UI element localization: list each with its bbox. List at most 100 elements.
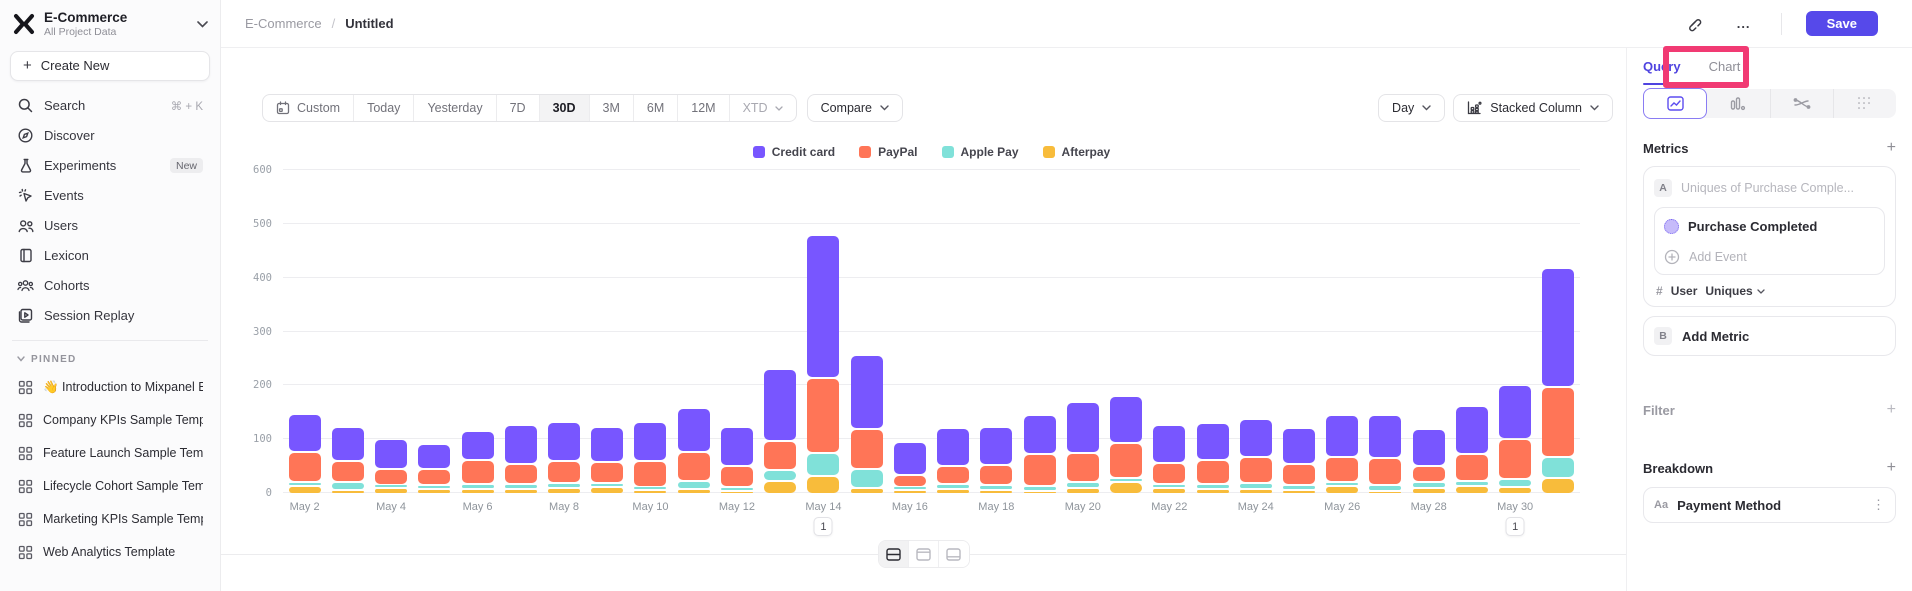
bar-segment-paypal[interactable] — [1542, 388, 1575, 457]
bar-segment-credit-card[interactable] — [1369, 415, 1402, 457]
bar-segment-credit-card[interactable] — [1153, 425, 1186, 462]
bar-segment-credit-card[interactable] — [288, 415, 321, 451]
bar-segment-apple-pay[interactable] — [1023, 486, 1056, 491]
bar-segment-afterpay[interactable] — [548, 488, 581, 493]
bar-segment-afterpay[interactable] — [807, 477, 840, 493]
bar-segment-afterpay[interactable] — [1023, 491, 1056, 493]
bar-segment-credit-card[interactable] — [1110, 397, 1143, 442]
compare-button[interactable]: Compare — [806, 94, 903, 122]
bar-may-6[interactable] — [456, 170, 499, 493]
bar-segment-paypal[interactable] — [677, 453, 710, 480]
bar-may-9[interactable] — [586, 170, 629, 493]
project-switcher[interactable]: E-Commerce All Project Data — [10, 8, 210, 49]
bar-segment-afterpay[interactable] — [461, 489, 494, 493]
bar-segment-afterpay[interactable] — [764, 481, 797, 493]
bar-segment-apple-pay[interactable] — [720, 488, 753, 491]
event-row[interactable]: Purchase Completed — [1664, 214, 1875, 238]
bar-segment-apple-pay[interactable] — [375, 485, 408, 487]
bar-may-29[interactable] — [1450, 170, 1493, 493]
bar-segment-apple-pay[interactable] — [850, 470, 883, 487]
bar-may-23[interactable] — [1191, 170, 1234, 493]
bar-segment-afterpay[interactable] — [1283, 490, 1315, 493]
layout-table-only-button[interactable] — [938, 541, 969, 567]
chevron-down-icon[interactable] — [197, 21, 208, 28]
bar-may-15[interactable] — [845, 170, 888, 493]
sidebar-item-session-replay[interactable]: Session Replay — [10, 301, 210, 331]
more-options-button[interactable]: ... — [1736, 16, 1751, 31]
legend-item-credit-card[interactable]: Credit card — [752, 145, 835, 159]
range-12m[interactable]: 12M — [678, 95, 730, 121]
bar-segment-paypal[interactable] — [461, 461, 494, 484]
bar-segment-afterpay[interactable] — [1239, 489, 1272, 493]
bar-segment-afterpay[interactable] — [1542, 479, 1575, 493]
create-new-button[interactable]: + Create New — [10, 50, 210, 81]
bar-segment-credit-card[interactable] — [1326, 415, 1359, 457]
bar-segment-credit-card[interactable] — [375, 439, 408, 468]
bar-segment-afterpay[interactable] — [850, 488, 883, 493]
bar-segment-credit-card[interactable] — [850, 355, 883, 428]
pinned-board-item[interactable]: Marketing KPIs Sample Templat — [10, 503, 210, 536]
bar-may-3[interactable] — [326, 170, 369, 493]
bar-segment-paypal[interactable] — [764, 442, 797, 470]
bar-segment-paypal[interactable] — [418, 470, 451, 485]
bar-segment-afterpay[interactable] — [331, 490, 364, 493]
bar-segment-afterpay[interactable] — [375, 488, 408, 493]
add-metric-plus-icon[interactable]: + — [1886, 139, 1896, 156]
bar-segment-apple-pay[interactable] — [1542, 458, 1575, 478]
range-3m[interactable]: 3M — [590, 95, 634, 121]
bar-may-13[interactable] — [759, 170, 802, 493]
bar-segment-paypal[interactable] — [1196, 461, 1229, 484]
bar-segment-paypal[interactable] — [1369, 458, 1402, 484]
bar-segment-paypal[interactable] — [1066, 453, 1099, 482]
bar-segment-afterpay[interactable] — [677, 489, 710, 493]
kebab-menu-icon[interactable]: ⋮ — [1872, 497, 1885, 512]
bar-segment-credit-card[interactable] — [1412, 429, 1445, 465]
bar-may-10[interactable] — [629, 170, 672, 493]
bar-segment-afterpay[interactable] — [1153, 488, 1186, 493]
bar-segment-afterpay[interactable] — [1196, 489, 1229, 493]
sidebar-item-cohorts[interactable]: Cohorts — [10, 271, 210, 301]
add-metric-card[interactable]: B Add Metric — [1643, 316, 1896, 356]
bar-segment-apple-pay[interactable] — [1412, 483, 1445, 487]
retention-report-tab[interactable] — [1834, 89, 1896, 118]
bar-segment-paypal[interactable] — [1110, 443, 1143, 477]
range-7d[interactable]: 7D — [497, 95, 540, 121]
bar-may-21[interactable] — [1104, 170, 1147, 493]
bar-may-16[interactable] — [888, 170, 931, 493]
legend-item-apple-pay[interactable]: Apple Pay — [941, 145, 1019, 159]
bar-segment-paypal[interactable] — [1326, 458, 1359, 481]
bar-segment-apple-pay[interactable] — [504, 485, 537, 488]
bar-segment-credit-card[interactable] — [1542, 269, 1575, 387]
sidebar-item-search[interactable]: Search ⌘ + K — [10, 91, 210, 121]
bar-segment-afterpay[interactable] — [893, 490, 926, 493]
bar-segment-afterpay[interactable] — [1412, 488, 1445, 493]
bar-segment-apple-pay[interactable] — [548, 484, 581, 487]
bar-may-7[interactable] — [499, 170, 542, 493]
breadcrumb-project[interactable]: E-Commerce — [245, 16, 322, 31]
aggregation-type-dropdown[interactable]: Uniques — [1705, 284, 1765, 298]
bar-segment-paypal[interactable] — [1412, 467, 1445, 482]
bar-segment-apple-pay[interactable] — [893, 487, 926, 489]
breakdown-item-card[interactable]: Aa Payment Method ⋮ — [1643, 487, 1896, 523]
tab-chart[interactable]: Chart — [1708, 59, 1741, 74]
sidebar-item-users[interactable]: Users — [10, 211, 210, 241]
bar-segment-apple-pay[interactable] — [331, 482, 364, 489]
bar-segment-paypal[interactable] — [591, 462, 624, 483]
layout-split-view-button[interactable] — [878, 541, 909, 567]
pinned-board-item[interactable]: 👋 Introduction to Mixpanel Bo — [10, 371, 210, 404]
bar-segment-paypal[interactable] — [548, 461, 581, 483]
bar-segment-apple-pay[interactable] — [288, 482, 321, 485]
range-xtd[interactable]: XTD — [730, 95, 796, 121]
bar-segment-paypal[interactable] — [1283, 464, 1315, 485]
bar-segment-apple-pay[interactable] — [937, 485, 970, 488]
bar-segment-credit-card[interactable] — [1196, 424, 1229, 460]
range-custom[interactable]: Custom — [263, 95, 355, 121]
bar-may-22[interactable] — [1148, 170, 1191, 493]
bar-segment-paypal[interactable] — [893, 475, 926, 486]
range-30d[interactable]: 30D — [539, 95, 590, 121]
bar-segment-afterpay[interactable] — [1455, 486, 1488, 493]
bar-segment-apple-pay[interactable] — [764, 471, 797, 480]
bar-segment-paypal[interactable] — [504, 464, 537, 484]
bar-segment-afterpay[interactable] — [980, 490, 1013, 493]
bar-segment-credit-card[interactable] — [634, 423, 667, 460]
